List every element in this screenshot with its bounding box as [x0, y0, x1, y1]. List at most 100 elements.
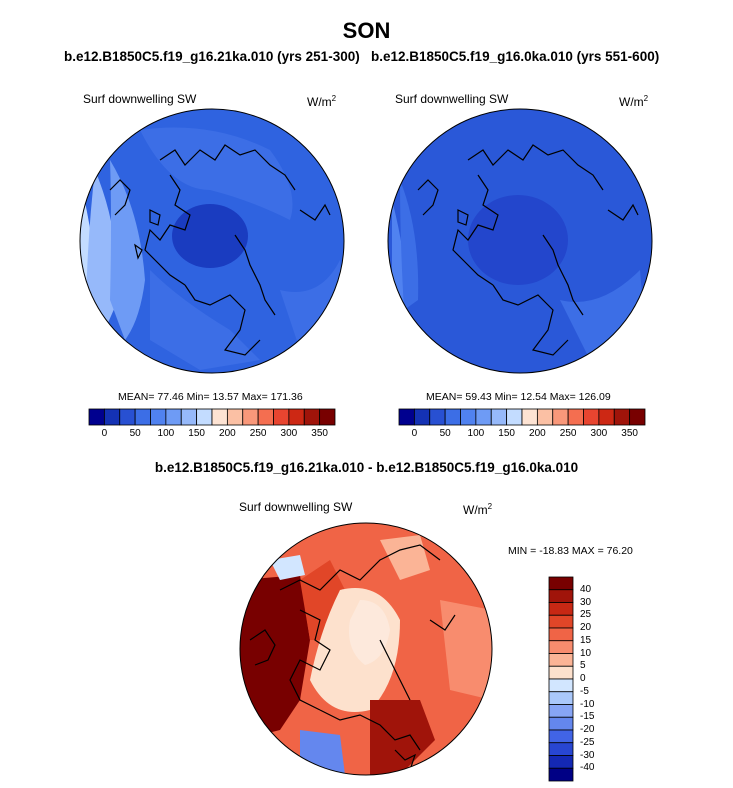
left-map-base-field	[80, 109, 344, 373]
diff-colorbar-ticks: 40 30 25 20 15 10 5 0 -5 -10 -15 -20 -25 -30 -40	[580, 575, 620, 783]
right-colorbar-swatch	[413, 408, 431, 426]
diff-panel-units: W/m2	[463, 502, 493, 517]
left-colorbar	[88, 408, 336, 426]
right-colorbar-swatch	[429, 408, 446, 426]
left-map-contour-south	[150, 270, 260, 370]
left-colorbar-swatch	[211, 408, 228, 426]
left-map-high-sw-west	[80, 180, 100, 330]
diff-map-decrease-pacific	[270, 555, 305, 580]
diff-colorbar-tick-label: -40	[580, 762, 595, 774]
diff-colorbar-tick-label: 40	[580, 583, 592, 595]
right-map-coastlines	[417, 144, 639, 356]
right-colorbar-tick-label: 300	[590, 428, 608, 439]
diff-colorbar-swatch	[548, 602, 574, 616]
diff-colorbar	[548, 576, 574, 782]
diff-map-coastlines	[249, 544, 456, 771]
left-colorbar-swatch	[119, 408, 136, 426]
left-colorbar-tick-label: 50	[129, 428, 141, 439]
left-colorbar-tick-label: 100	[157, 428, 175, 439]
right-map-base-field	[388, 109, 652, 373]
right-colorbar-swatch	[536, 408, 554, 426]
right-colorbar-tick-label: 350	[621, 428, 638, 439]
right-colorbar	[398, 408, 646, 426]
diff-colorbar-swatch	[548, 640, 574, 654]
left-colorbar-swatch	[150, 408, 167, 426]
difference-title: b.e12.B1850C5.f19_g16.21ka.010 - b.e12.B…	[154, 460, 579, 475]
right-colorbar-tick-label: 250	[559, 428, 577, 439]
left-colorbar-tick-label: 350	[311, 428, 328, 439]
diff-colorbar-swatch	[548, 704, 574, 718]
left-map-low-sw-pole	[172, 204, 248, 268]
left-colorbar-swatch	[242, 408, 259, 426]
right-colorbar-swatch	[521, 408, 538, 426]
left-panel-units: W/m2	[307, 94, 337, 109]
left-colorbar-swatch	[226, 408, 244, 426]
right-panel-variable: Surf downwelling SW	[395, 92, 509, 106]
subtitle-left-run: b.e12.B1850C5.f19_g16.21ka.010 (yrs 251-…	[64, 49, 360, 64]
diff-colorbar-tick-label: 25	[580, 609, 592, 621]
diff-colorbar-swatch	[548, 665, 574, 680]
left-colorbar-swatch	[165, 408, 182, 426]
diff-colorbar-swatch	[548, 678, 574, 693]
right-colorbar-swatch	[444, 408, 461, 426]
diff-map-max-increase-west	[240, 575, 310, 740]
left-colorbar-swatch	[288, 408, 305, 426]
right-colorbar-swatch	[583, 408, 600, 426]
right-colorbar-swatch	[398, 408, 415, 426]
right-colorbar-swatch	[552, 408, 569, 426]
left-map-contour-north	[140, 127, 293, 220]
left-colorbar-tick-label: 250	[249, 428, 267, 439]
left-colorbar-ticks: 0 50 100 150 200 250 300 350	[87, 428, 337, 442]
right-colorbar-ticks: 0 50 100 150 200 250 300 350	[397, 428, 647, 442]
right-colorbar-swatch	[490, 408, 508, 426]
right-colorbar-swatch	[460, 408, 477, 426]
figure-title: SON	[342, 18, 391, 43]
diff-colorbar-swatch	[548, 716, 574, 731]
diff-colorbar-tick-label: -5	[580, 685, 589, 697]
left-panel-variable: Surf downwelling SW	[83, 92, 197, 106]
diff-colorbar-tick-label: -15	[580, 711, 595, 723]
diff-colorbar-swatch	[548, 729, 574, 744]
diff-colorbar-swatch	[548, 755, 574, 769]
right-map-contour-east	[560, 270, 645, 360]
right-colorbar-swatch	[629, 408, 646, 426]
diff-map-decrease-atlantic	[300, 730, 345, 775]
right-polar-map	[388, 109, 652, 373]
diff-map-pole-core	[349, 600, 390, 665]
diff-panel-stats: MIN = -18.83 MAX = 76.20	[508, 545, 633, 557]
left-colorbar-swatch	[257, 408, 274, 426]
left-colorbar-swatch	[103, 408, 121, 426]
diff-colorbar-swatch	[548, 576, 574, 591]
diff-colorbar-swatch	[548, 627, 574, 642]
left-map-coastlines	[109, 144, 331, 356]
diff-map-base-field	[240, 523, 492, 775]
diff-colorbar-tick-label: -30	[580, 749, 595, 761]
diff-map-near-zero-pole	[310, 588, 400, 712]
left-panel-stats: MEAN= 77.46 Min= 13.57 Max= 171.36	[118, 391, 303, 403]
diff-map-contour-north	[380, 535, 430, 580]
right-colorbar-swatch	[613, 408, 631, 426]
right-colorbar-tick-label: 200	[529, 428, 546, 439]
difference-polar-map	[240, 523, 492, 775]
right-colorbar-swatch	[506, 408, 523, 426]
right-colorbar-swatch	[598, 408, 615, 426]
right-colorbar-tick-label: 50	[439, 428, 451, 439]
diff-colorbar-swatch	[548, 614, 574, 629]
diff-colorbar-tick-label: 30	[580, 596, 592, 608]
diff-colorbar-tick-label: 5	[580, 660, 586, 672]
right-colorbar-swatch	[567, 408, 584, 426]
left-colorbar-tick-label: 0	[101, 428, 108, 439]
right-colorbar-tick-label: 150	[498, 428, 515, 439]
diff-colorbar-tick-label: -25	[580, 736, 595, 748]
right-map-contour-west-inner	[400, 180, 419, 310]
left-colorbar-swatch	[134, 408, 151, 426]
diff-colorbar-swatch	[548, 653, 574, 667]
diff-map-increase-europe	[370, 700, 435, 775]
subtitle-right-run: b.e12.B1850C5.f19_g16.0ka.010 (yrs 551-6…	[371, 49, 660, 64]
right-colorbar-swatch	[475, 408, 492, 426]
diff-colorbar-tick-label: 10	[580, 647, 592, 659]
left-colorbar-swatch	[196, 408, 213, 426]
left-colorbar-swatch	[88, 408, 105, 426]
diff-panel-variable: Surf downwelling SW	[239, 500, 353, 514]
